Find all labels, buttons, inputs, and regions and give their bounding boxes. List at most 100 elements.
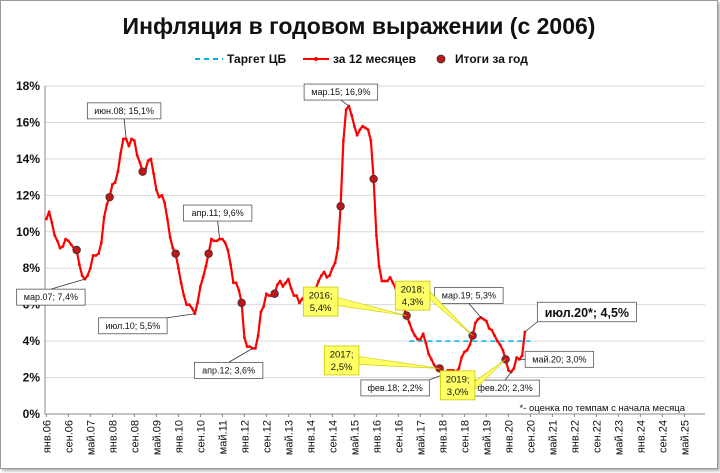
x-tick-label: май.21 bbox=[547, 420, 559, 455]
x-axis: янв.06 сен.06 май.07 янв.08 сен.08 май.09 янв.… bbox=[41, 414, 691, 455]
series-point-monthly bbox=[226, 248, 230, 252]
annotation: 2019; 3,0% bbox=[439, 359, 506, 401]
series-point-monthly bbox=[325, 275, 329, 279]
series-point-monthly bbox=[77, 263, 81, 266]
annotation-leader bbox=[123, 118, 127, 139]
x-tick-label: сен.20 bbox=[525, 420, 537, 453]
annotation-label: 2017; bbox=[330, 349, 354, 360]
series-point-monthly bbox=[55, 239, 59, 243]
series-point-monthly bbox=[358, 128, 362, 132]
annotation: апр.11; 9,6% bbox=[182, 204, 253, 240]
series-point-monthly bbox=[130, 137, 134, 141]
series-point-monthly bbox=[61, 244, 65, 248]
y-tick-label: 18% bbox=[16, 79, 40, 93]
series-point-monthly bbox=[476, 317, 480, 321]
series-point-monthly bbox=[165, 217, 169, 221]
series-point-monthly bbox=[284, 281, 288, 285]
annotation-label: мар.15; 16,9% bbox=[311, 87, 370, 97]
annotation-box-yellow bbox=[323, 345, 360, 376]
series-point-monthly bbox=[256, 334, 260, 338]
series-point-monthly bbox=[212, 239, 216, 243]
annotation-label: 2016; bbox=[309, 291, 333, 302]
series-point-monthly bbox=[484, 319, 488, 323]
annotation-label: 2018; bbox=[401, 285, 425, 296]
x-tick-label: сен.06 bbox=[63, 420, 75, 453]
series-point-monthly bbox=[512, 367, 516, 370]
annotation-box bbox=[360, 379, 430, 397]
x-tick-label: май.11 bbox=[217, 420, 229, 454]
series-point-monthly bbox=[182, 294, 186, 297]
annotations: мар.07; 7,4% июн.08; 15,1% июл.10; 5,5% апр… bbox=[16, 83, 637, 401]
series-point-monthly bbox=[88, 266, 92, 270]
annotation-box bbox=[193, 361, 264, 379]
series-point-monthly bbox=[119, 152, 123, 155]
series-point-monthly bbox=[501, 348, 505, 352]
series-point-monthly bbox=[413, 334, 417, 338]
annotation-label: июн.08; 15,1% bbox=[94, 106, 154, 116]
series-point-monthly bbox=[179, 281, 183, 285]
series-point-monthly bbox=[110, 183, 114, 186]
x-tick-label: янв.08 bbox=[107, 420, 119, 453]
series-point-monthly bbox=[231, 281, 235, 285]
series-point-monthly bbox=[152, 172, 156, 175]
series-point-monthly bbox=[234, 281, 238, 285]
annotation: фев.20; 2,3% bbox=[470, 371, 540, 397]
x-tick-label: янв.06 bbox=[41, 420, 53, 453]
series-point-monthly bbox=[352, 124, 356, 128]
annotation-label: май.20; 3,0% bbox=[532, 354, 586, 364]
series-point-monthly bbox=[361, 124, 365, 128]
series-point-monthly bbox=[427, 352, 431, 356]
annotation-box-yellow bbox=[394, 280, 431, 311]
series-point-monthly bbox=[468, 343, 472, 347]
series-point-monthly bbox=[242, 336, 246, 339]
annotation: 2018;4,3% bbox=[394, 280, 473, 336]
annotation-label: 2,5% bbox=[331, 362, 353, 373]
series-point-monthly bbox=[259, 310, 263, 314]
series-point-monthly bbox=[105, 203, 109, 206]
annotation-label: апр.12; 3,6% bbox=[202, 365, 255, 375]
x-tick-label: янв.16 bbox=[371, 420, 383, 453]
annotation-leader bbox=[167, 313, 195, 319]
annotation-label: апр.11; 9,6% bbox=[192, 208, 244, 218]
series-point-monthly bbox=[160, 193, 164, 197]
legend-monthly-label: за 12 месяцев bbox=[333, 52, 416, 66]
series-point-monthly bbox=[47, 210, 51, 214]
series-point-monthly bbox=[275, 283, 279, 287]
series-point-monthly bbox=[218, 237, 222, 241]
annotation-box bbox=[303, 83, 379, 101]
legend-annual-label: Итоги за год bbox=[455, 52, 528, 66]
series-point-monthly bbox=[385, 279, 389, 283]
x-tick-label: янв.24 bbox=[635, 420, 647, 453]
legend-target-label: Таргет ЦБ bbox=[227, 52, 287, 66]
series-point-monthly bbox=[253, 347, 257, 350]
x-tick-label: сен.22 bbox=[591, 420, 603, 453]
series-point-monthly bbox=[229, 263, 233, 266]
annotation: июл.20*; 4,5% bbox=[524, 301, 637, 333]
series-point-annual bbox=[171, 249, 180, 258]
series-point-monthly bbox=[176, 266, 180, 270]
annotation-box-yellow bbox=[439, 370, 476, 401]
series-point-monthly bbox=[515, 356, 519, 359]
annotation-label: 5,4% bbox=[310, 303, 332, 314]
series-point-monthly bbox=[163, 201, 167, 205]
series-point-monthly bbox=[86, 274, 90, 277]
series-point-monthly bbox=[264, 292, 268, 296]
annotation: фев.18; 2,2% bbox=[360, 373, 446, 397]
x-tick-label: янв.14 bbox=[305, 420, 317, 453]
x-tick-label: янв.12 bbox=[239, 420, 251, 453]
series-point-monthly bbox=[113, 181, 117, 184]
series-point-monthly bbox=[383, 279, 387, 283]
annotation-box-yellow bbox=[302, 286, 339, 317]
chart-title: Инфляция в годовом выражении (с 2006) bbox=[123, 13, 596, 39]
series-point-monthly bbox=[490, 328, 494, 332]
series-point-monthly bbox=[102, 215, 106, 219]
series-point-monthly bbox=[157, 195, 161, 199]
annotation-leader bbox=[340, 99, 350, 107]
series-point-monthly bbox=[215, 239, 219, 243]
series-point-monthly bbox=[127, 144, 131, 148]
series-point-monthly bbox=[99, 241, 103, 245]
series-point-monthly bbox=[50, 221, 54, 225]
annotation-leader bbox=[50, 278, 85, 290]
